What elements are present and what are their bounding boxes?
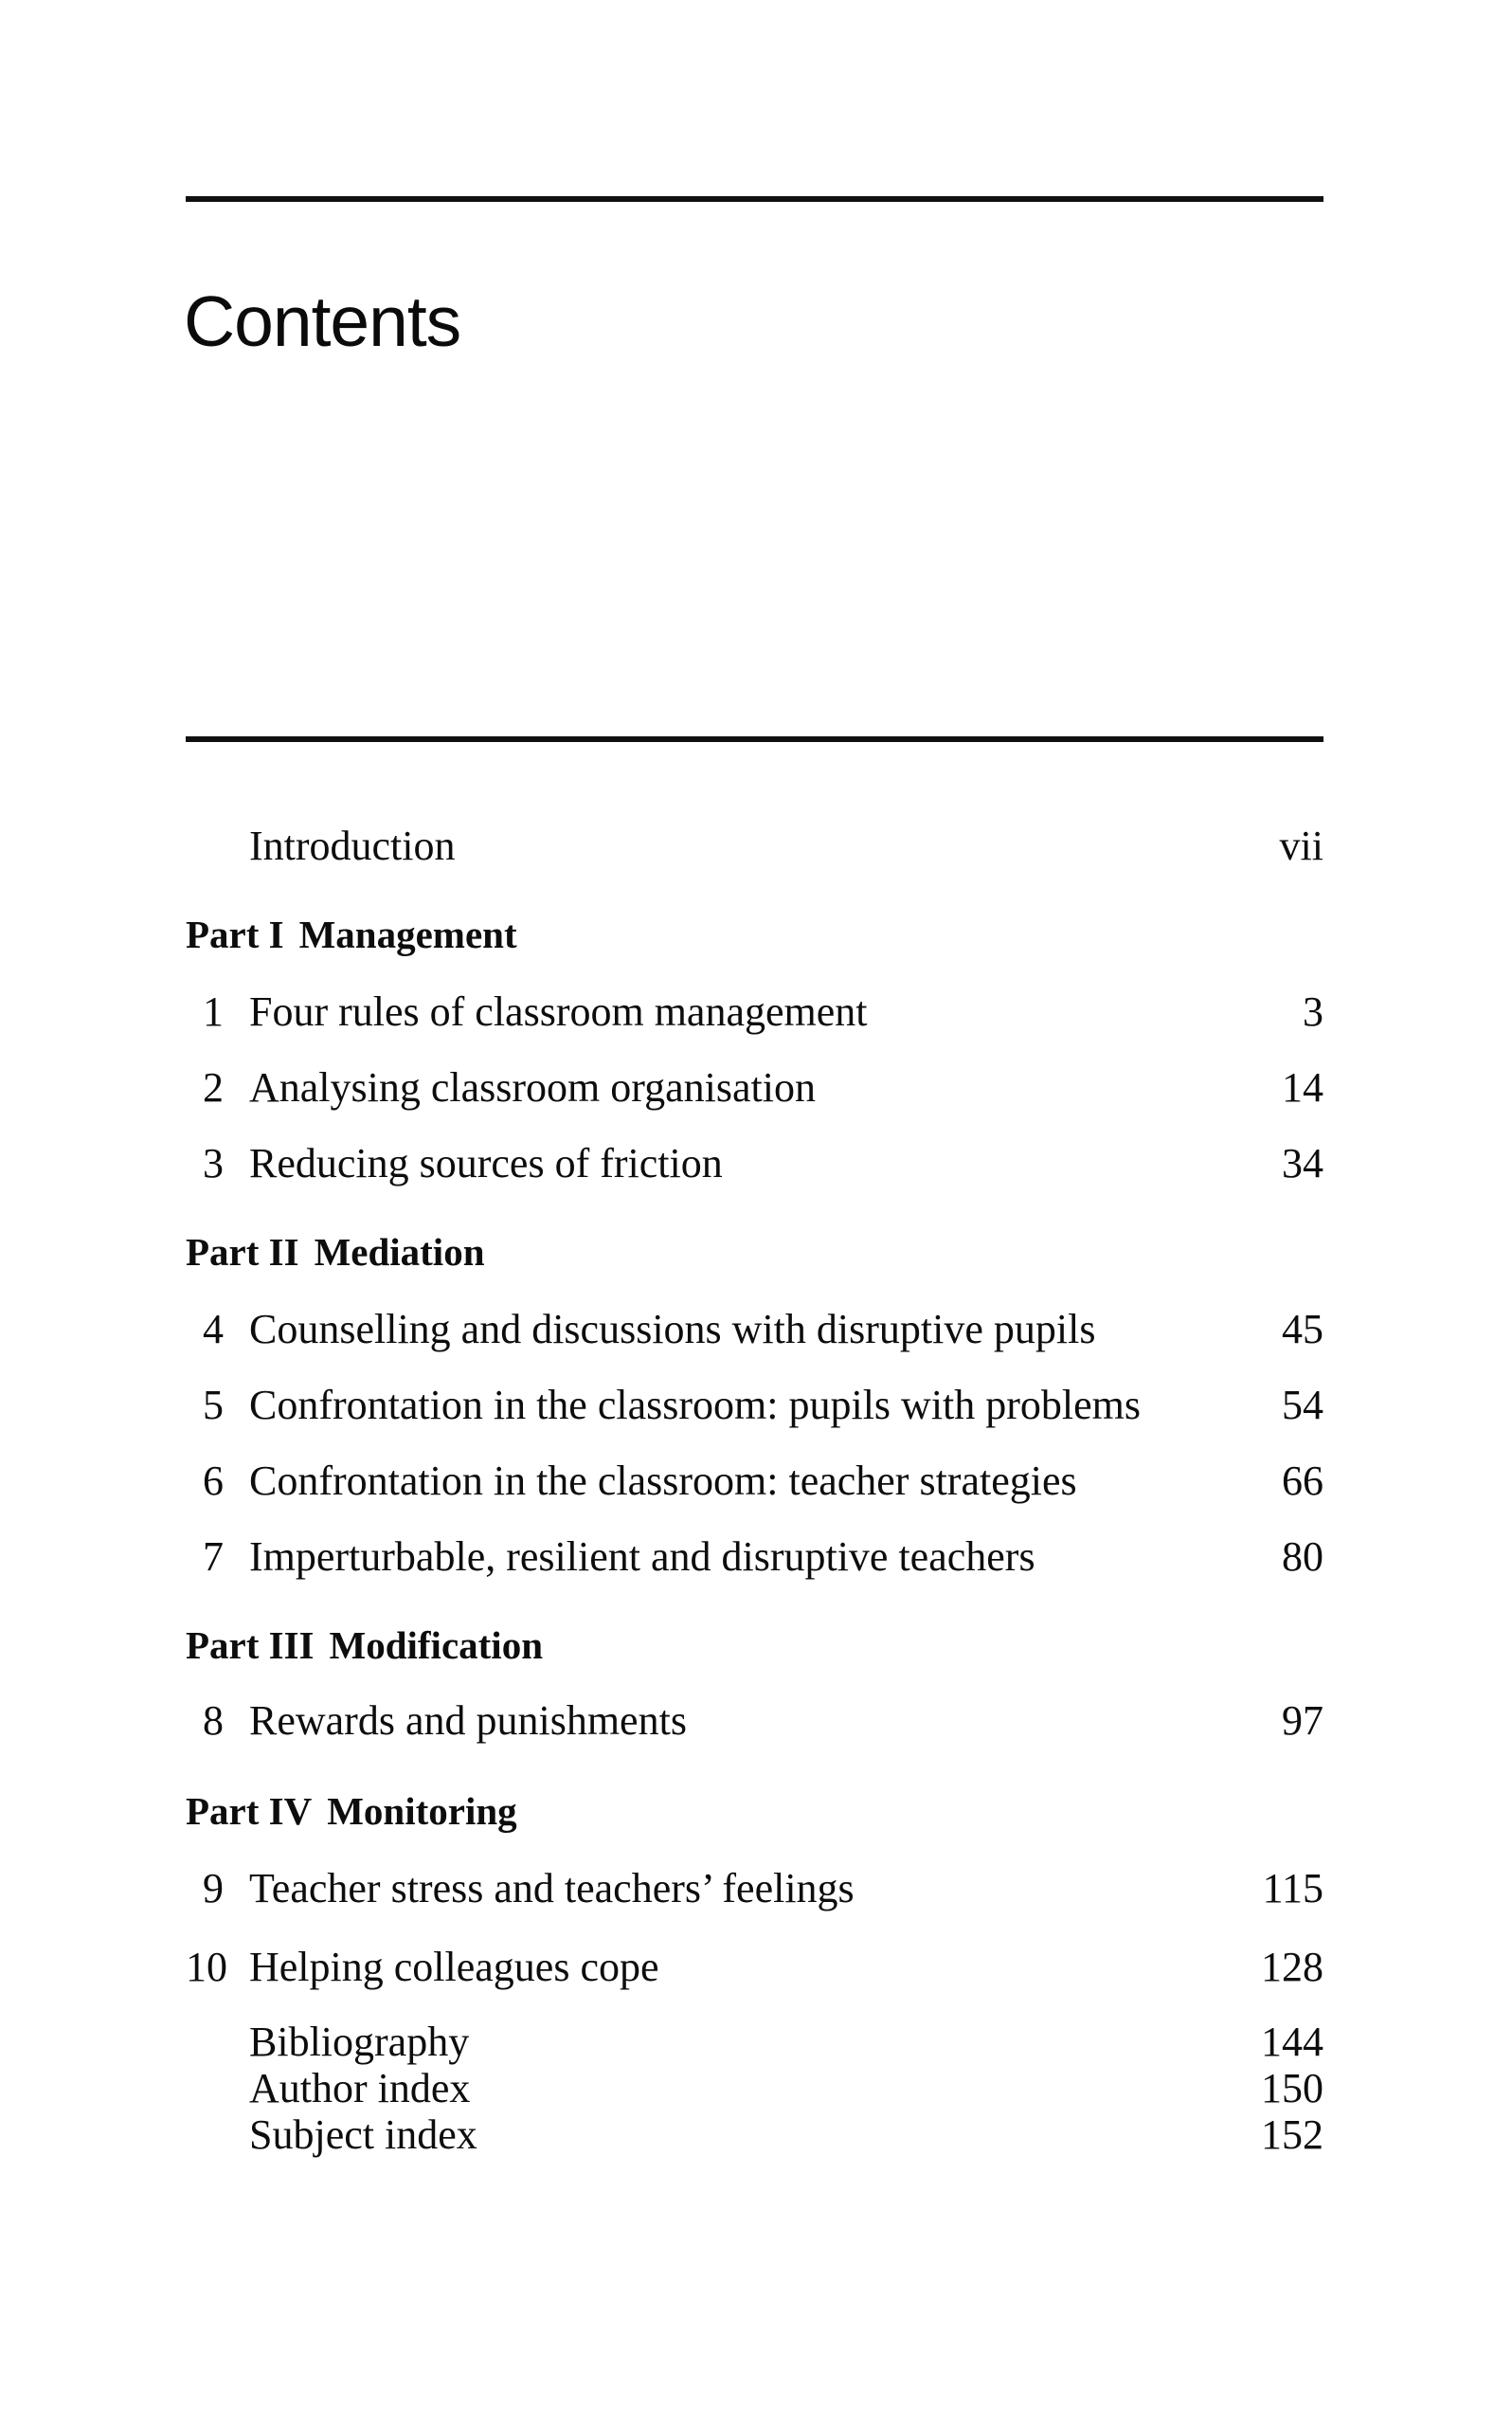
part-name: Monitoring — [327, 1789, 517, 1833]
entry-title: Author index — [249, 2065, 471, 2111]
toc-entry-bibliography: Bibliography 144 — [186, 2018, 1323, 2066]
page-title: Contents — [184, 281, 461, 362]
entry-title: Teacher stress and teachers’ feelings — [249, 1865, 855, 1911]
entry-page: 54 — [1282, 1382, 1323, 1428]
entry-number: 5 — [203, 1382, 224, 1428]
entry-number: 9 — [203, 1865, 224, 1911]
entry-title: Helping colleagues cope — [249, 1944, 659, 1990]
entry-title: Four rules of classroom management — [249, 988, 868, 1035]
entry-page: 45 — [1282, 1306, 1323, 1352]
toc-entry-chapter-2: 2 Analysing classroom organisation 14 — [186, 1063, 1323, 1112]
part-heading-1: Part I Management — [186, 912, 517, 957]
toc-entry-chapter-1: 1 Four rules of classroom management 3 — [186, 987, 1323, 1036]
toc-entry-chapter-4: 4 Counselling and discussions with disru… — [186, 1305, 1323, 1353]
entry-title: Counselling and discussions with disrupt… — [249, 1306, 1096, 1352]
entry-number: 10 — [186, 1944, 227, 1990]
entry-title: Reducing sources of friction — [249, 1140, 723, 1186]
part-label: Part IV — [186, 1789, 313, 1833]
entry-title: Imperturbable, resilient and disruptive … — [249, 1533, 1035, 1580]
entry-title: Confrontation in the classroom: teacher … — [249, 1458, 1077, 1504]
entry-number: 3 — [203, 1140, 224, 1186]
entry-page: 80 — [1282, 1533, 1323, 1580]
entry-page: 14 — [1282, 1064, 1323, 1111]
part-name: Management — [298, 913, 517, 956]
entry-page: 97 — [1282, 1697, 1323, 1744]
entry-title: Subject index — [249, 2111, 477, 2158]
entry-page: 115 — [1262, 1865, 1323, 1911]
toc-entry-subject-index: Subject index 152 — [186, 2110, 1323, 2159]
part-label: Part I — [186, 913, 284, 956]
entry-title: Rewards and punishments — [249, 1697, 687, 1744]
toc-entry-chapter-5: 5 Confrontation in the classroom: pupils… — [186, 1381, 1323, 1429]
entry-title: Analysing classroom organisation — [249, 1064, 816, 1111]
entry-page: vii — [1279, 823, 1323, 869]
part-label: Part III — [186, 1623, 315, 1667]
part-heading-4: Part IV Monitoring — [186, 1788, 517, 1834]
toc-list: Introduction vii Part I Management 1 Four… — [186, 0, 1323, 2409]
entry-number: 6 — [203, 1458, 224, 1504]
entry-number: 8 — [203, 1697, 224, 1744]
divider-rule — [186, 736, 1323, 742]
toc-entry-introduction: Introduction vii — [186, 822, 1323, 870]
entry-page: 150 — [1261, 2065, 1323, 2111]
entry-number: 2 — [203, 1064, 224, 1111]
part-heading-3: Part III Modification — [186, 1622, 543, 1668]
toc-entry-chapter-9: 9 Teacher stress and teachers’ feelings … — [186, 1864, 1323, 1912]
entry-page: 128 — [1261, 1944, 1323, 1990]
entry-page: 66 — [1282, 1458, 1323, 1504]
entry-title: Bibliography — [249, 2019, 470, 2065]
part-name: Mediation — [314, 1230, 485, 1274]
entry-page: 34 — [1282, 1140, 1323, 1186]
toc-entry-chapter-6: 6 Confrontation in the classroom: teache… — [186, 1457, 1323, 1505]
entry-number: 4 — [203, 1306, 224, 1352]
top-rule — [186, 196, 1323, 202]
part-heading-2: Part II Mediation — [186, 1229, 485, 1275]
entry-page: 3 — [1303, 988, 1323, 1035]
part-name: Modification — [329, 1623, 543, 1667]
entry-page: 152 — [1261, 2111, 1323, 2158]
toc-entry-chapter-3: 3 Reducing sources of friction 34 — [186, 1139, 1323, 1187]
toc-entry-chapter-7: 7 Imperturbable, resilient and disruptiv… — [186, 1532, 1323, 1581]
toc-entry-chapter-10: 10 Helping colleagues cope 128 — [186, 1943, 1323, 1991]
entry-title: Confrontation in the classroom: pupils w… — [249, 1382, 1142, 1428]
entry-title: Introduction — [249, 823, 456, 869]
entry-number: 7 — [203, 1533, 224, 1580]
entry-number: 1 — [203, 988, 224, 1035]
entry-page: 144 — [1261, 2019, 1323, 2065]
toc-entry-author-index: Author index 150 — [186, 2064, 1323, 2112]
part-label: Part II — [186, 1230, 299, 1274]
toc-entry-chapter-8: 8 Rewards and punishments 97 — [186, 1696, 1323, 1745]
